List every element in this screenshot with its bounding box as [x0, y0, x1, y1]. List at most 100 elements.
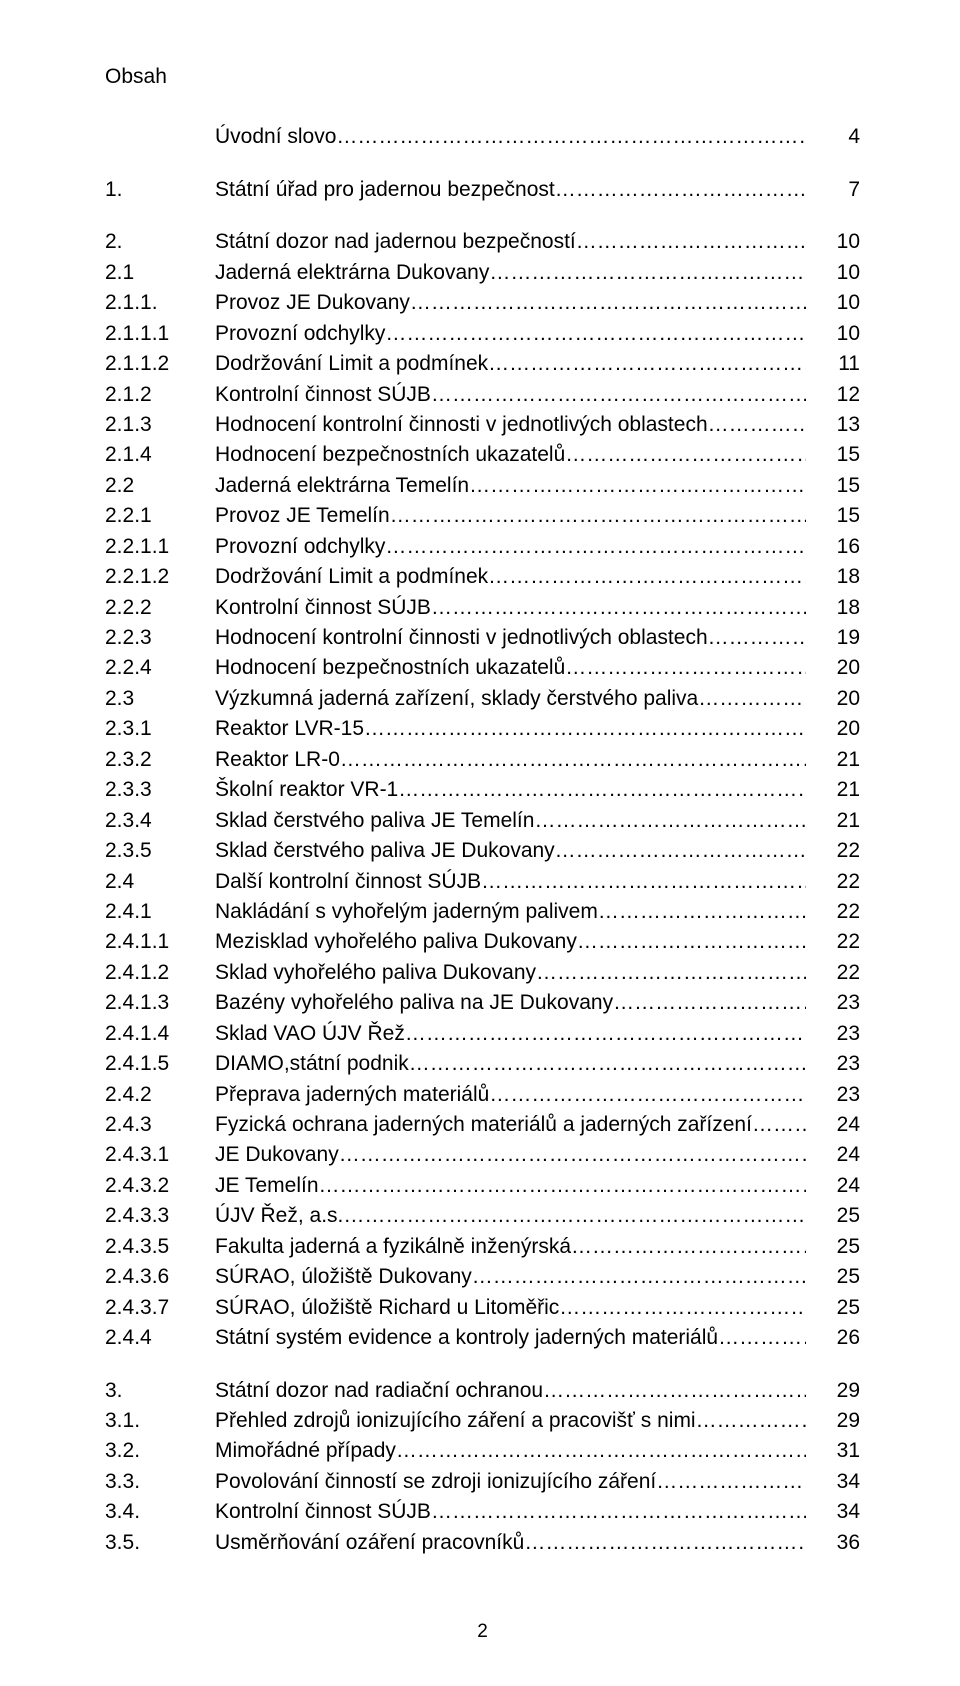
- toc-label: Další kontrolní činnost SÚJB: [215, 867, 481, 897]
- toc-number: 3.3.: [105, 1467, 215, 1497]
- toc-page: 13: [806, 410, 860, 440]
- toc-label: Hodnocení bezpečnostních ukazatelů: [215, 653, 565, 683]
- toc-number: 2.4.3.2: [105, 1171, 215, 1201]
- toc-leader-dots: [488, 349, 806, 379]
- toc-leader-dots: [565, 440, 806, 470]
- toc-leader-dots: [340, 745, 806, 775]
- toc-number: 2.2: [105, 471, 215, 501]
- toc-label: DIAMO,státní podnik: [215, 1049, 409, 1079]
- toc-label: Sklad čerstvého paliva JE Temelín: [215, 806, 534, 836]
- toc-label: Státní systém evidence a kontroly jadern…: [215, 1323, 718, 1353]
- toc-number: 2.2.4: [105, 653, 215, 683]
- toc-number: 2.4.1.4: [105, 1019, 215, 1049]
- toc-row: 2.2.3Hodnocení kontrolní činnosti v jedn…: [105, 623, 860, 653]
- toc-page: 7: [806, 175, 860, 205]
- toc-row: 2.4Další kontrolní činnost SÚJB 22: [105, 867, 860, 897]
- toc-leader-dots: [555, 836, 806, 866]
- toc-row: 2.3.2Reaktor LR-0 21: [105, 745, 860, 775]
- toc-label: Sklad VAO ÚJV Řež: [215, 1019, 405, 1049]
- toc-page: 22: [806, 836, 860, 866]
- toc-row: 2.3.5Sklad čerstvého paliva JE Dukovany …: [105, 836, 860, 866]
- toc-leader-dots: [390, 501, 806, 531]
- toc-leader-dots: [469, 471, 806, 501]
- toc-row: 2.4.4Státní systém evidence a kontroly j…: [105, 1323, 860, 1353]
- toc-leader-dots: [571, 1232, 806, 1262]
- toc-row: 2.4.3.5Fakulta jaderná a fyzikálně inžen…: [105, 1232, 860, 1262]
- toc-page: 29: [806, 1376, 860, 1406]
- toc-leader-dots: [524, 1528, 806, 1558]
- toc-page: 20: [806, 684, 860, 714]
- toc-label: Přeprava jaderných materiálů: [215, 1080, 489, 1110]
- toc-page: 23: [806, 988, 860, 1018]
- toc-page: 20: [806, 714, 860, 744]
- toc-page: 34: [806, 1467, 860, 1497]
- toc-label: Hodnocení bezpečnostních ukazatelů: [215, 440, 565, 470]
- toc-row: 2.4.1.3Bazény vyhořelého paliva na JE Du…: [105, 988, 860, 1018]
- toc-row: 3.2.Mimořádné případy 31: [105, 1436, 860, 1466]
- toc-label: Provoz JE Temelín: [215, 501, 390, 531]
- toc-label: ÚJV Řež, a.s.: [215, 1201, 343, 1231]
- toc-row: 2.4.1.2Sklad vyhořelého paliva Dukovany …: [105, 958, 860, 988]
- toc-row: 2.4.3.7SÚRAO, úložiště Richard u Litoměř…: [105, 1293, 860, 1323]
- page-number: 2: [105, 1618, 860, 1646]
- toc-leader-dots: [708, 623, 806, 653]
- toc-page: 24: [806, 1110, 860, 1140]
- toc-page: 22: [806, 927, 860, 957]
- toc-page: 15: [806, 501, 860, 531]
- toc-row: 3.5.Usměrňování ozáření pracovníků 36: [105, 1528, 860, 1558]
- toc-page: 21: [806, 806, 860, 836]
- toc-row: 2.4.3Fyzická ochrana jaderných materiálů…: [105, 1110, 860, 1140]
- toc-number: 2.3: [105, 684, 215, 714]
- toc-row: 2.4.1.4Sklad VAO ÚJV Řež 23: [105, 1019, 860, 1049]
- toc-row: 2.2Jaderná elektrárna Temelín 15: [105, 471, 860, 501]
- toc-row: 2.Státní dozor nad jadernou bezpečností …: [105, 227, 860, 257]
- toc-page: 31: [806, 1436, 860, 1466]
- toc-number: 2.4.1.3: [105, 988, 215, 1018]
- toc-label: Fyzická ochrana jaderných materiálů a ja…: [215, 1110, 752, 1140]
- toc-label: Sklad čerstvého paliva JE Dukovany: [215, 836, 555, 866]
- toc-row: 1.Státní úřad pro jadernou bezpečnost 7: [105, 175, 860, 205]
- toc-page: 16: [806, 532, 860, 562]
- toc-number: 3.4.: [105, 1497, 215, 1527]
- toc-leader-dots: [489, 1080, 806, 1110]
- toc-label: Reaktor LVR-15: [215, 714, 364, 744]
- toc-leader-dots: [565, 653, 806, 683]
- toc-number: 2.3.2: [105, 745, 215, 775]
- toc-page: 10: [806, 319, 860, 349]
- toc-number: 2.3.4: [105, 806, 215, 836]
- toc-label: Provozní odchylky: [215, 319, 385, 349]
- toc-number: 2.3.1: [105, 714, 215, 744]
- toc-page: 19: [806, 623, 860, 653]
- toc-row: 2.1Jaderná elektrárna Dukovany 10: [105, 258, 860, 288]
- toc-leader-dots: [752, 1110, 806, 1140]
- toc-label: Státní dozor nad jadernou bezpečností: [215, 227, 576, 257]
- toc-page: 10: [806, 227, 860, 257]
- toc-leader-dots: [405, 1019, 806, 1049]
- toc-leader-dots: [698, 684, 806, 714]
- toc-row: 2.2.2Kontrolní činnost SÚJB 18: [105, 593, 860, 623]
- toc-label: Bazény vyhořelého paliva na JE Dukovany: [215, 988, 613, 1018]
- toc-number: 2.1.3: [105, 410, 215, 440]
- toc-row: 3.3.Povolování činností se zdroji ionizu…: [105, 1467, 860, 1497]
- toc-row: 2.4.3.3ÚJV Řež, a.s. 25: [105, 1201, 860, 1231]
- toc-label: Státní dozor nad radiační ochranou: [215, 1376, 543, 1406]
- toc-label: Provozní odchylky: [215, 532, 385, 562]
- toc-label: Sklad vyhořelého paliva Dukovany: [215, 958, 536, 988]
- toc-label: JE Temelín: [215, 1171, 319, 1201]
- toc-page: 18: [806, 593, 860, 623]
- toc-leader-dots: [481, 867, 806, 897]
- toc-number: 2.4.1.1: [105, 927, 215, 957]
- toc-number: 2.3.3: [105, 775, 215, 805]
- toc-page: 23: [806, 1049, 860, 1079]
- toc-number: 3.1.: [105, 1406, 215, 1436]
- toc-label: Kontrolní činnost SÚJB: [215, 380, 431, 410]
- toc-label: Nakládání s vyhořelým jaderným palivem: [215, 897, 598, 927]
- toc-row: 3.1.Přehled zdrojů ionizujícího záření a…: [105, 1406, 860, 1436]
- toc-leader-dots: [409, 1049, 806, 1079]
- toc-number: 2.4.1.5: [105, 1049, 215, 1079]
- toc-leader-dots: [410, 288, 806, 318]
- toc-row: 2.3.1Reaktor LVR-15 20: [105, 714, 860, 744]
- toc-row: 2.2.1.2Dodržování Limit a podmínek 18: [105, 562, 860, 592]
- toc-page: 24: [806, 1140, 860, 1170]
- toc-label: Hodnocení kontrolní činnosti v jednotliv…: [215, 410, 708, 440]
